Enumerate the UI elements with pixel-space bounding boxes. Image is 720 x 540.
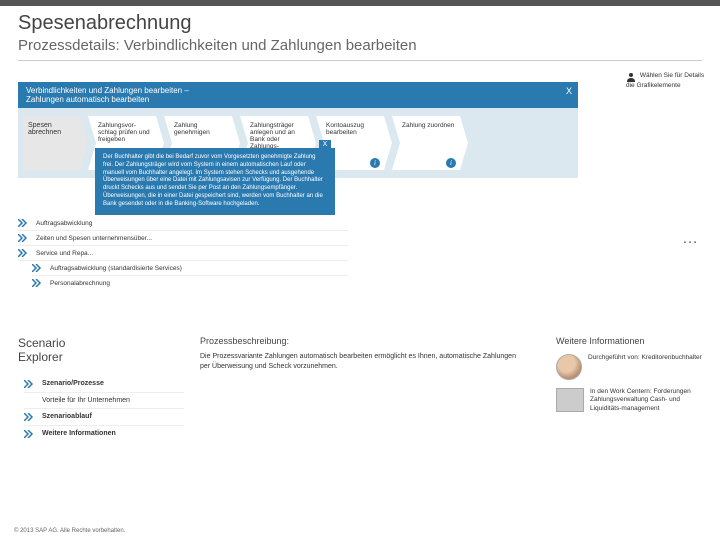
list-item[interactable]: Service und Repa... (18, 246, 348, 261)
chevron-icon (32, 264, 44, 272)
chevron-icon (18, 249, 30, 257)
avatar (556, 354, 582, 380)
nav-item[interactable]: Weitere Informationen (24, 426, 184, 442)
bottom-nav: Szenario/Prozesse Vorteile für Ihr Unter… (24, 376, 184, 442)
info-icon[interactable]: i (370, 158, 380, 168)
thumbnail-icon (556, 388, 584, 412)
flow-header: Verbindlichkeiten und Zahlungen bearbeit… (18, 82, 578, 108)
page-subtitle: Prozessdetails: Verbindlichkeiten und Za… (18, 37, 702, 54)
nav-item[interactable]: Szenario/Prozesse (24, 376, 184, 393)
list-item[interactable]: Personalabrechnung (32, 276, 348, 290)
list-item[interactable]: Auftragsabwicklung (18, 216, 348, 231)
flow-step[interactable]: Zahlung zuordneni (392, 116, 460, 170)
hint-text: Wählen Sie für Details die Grafikelement… (626, 72, 706, 89)
chevron-icon (18, 219, 30, 227)
page-title: Spesenabrechnung (18, 12, 702, 35)
ellipsis-icon[interactable]: … (682, 230, 700, 248)
more-info-panel: Weitere Informationen Durchgeführt von: … (556, 336, 706, 421)
list-item[interactable]: Auftragsabwicklung (standardisierte Serv… (32, 261, 348, 276)
chevron-icon (24, 430, 36, 438)
chevron-icon (18, 234, 30, 242)
chevron-icon (32, 279, 44, 287)
section-title: Explorer (18, 350, 63, 364)
scenario-list: Auftragsabwicklung Zeiten und Spesen unt… (18, 216, 348, 290)
flow-step-start[interactable]: Spesen abrechnen (24, 116, 80, 170)
page-header: Spesenabrechnung Prozessdetails: Verbind… (0, 6, 720, 56)
chevron-icon (24, 380, 36, 388)
section-title: Scenario (18, 336, 65, 350)
process-description: Prozessbeschreibung: Die Prozessvariante… (200, 336, 520, 372)
person-icon (626, 72, 636, 82)
nav-item[interactable]: Szenarioablauf (24, 409, 184, 426)
list-item[interactable]: Zeiten und Spesen unternehmensüber... (18, 231, 348, 246)
chevron-icon (24, 413, 36, 421)
close-icon[interactable]: X (566, 86, 572, 96)
nav-item[interactable]: Vorteile für Ihr Unternehmen (24, 393, 184, 409)
close-icon[interactable]: X (319, 140, 331, 150)
info-icon[interactable]: i (446, 158, 456, 168)
info-popup: X Der Buchhalter gibt die bei Bedarf zuv… (95, 148, 335, 215)
copyright: © 2013 SAP AG. Alle Rechte vorbehalten. (14, 528, 125, 534)
